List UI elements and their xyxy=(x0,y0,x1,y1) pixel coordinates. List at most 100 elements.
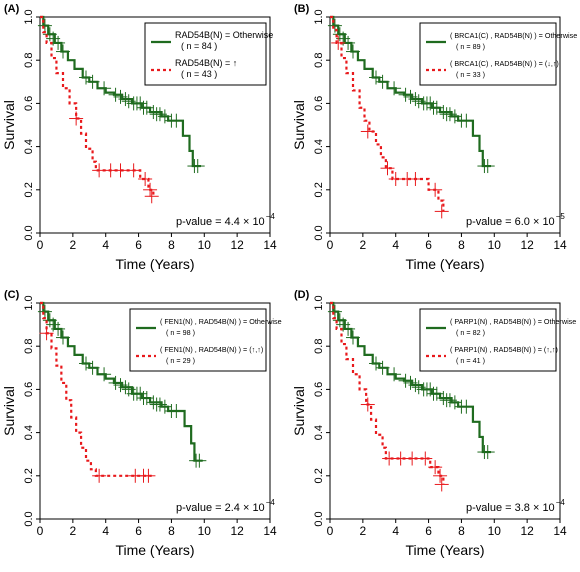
censor-mark xyxy=(327,18,342,33)
x-tick-label: 6 xyxy=(135,238,142,252)
censor-mark xyxy=(118,92,133,107)
x-axis-label: Time (Years) xyxy=(405,542,484,558)
censor-mark xyxy=(480,159,495,174)
legend-n: ( n = 98 ) xyxy=(166,328,195,337)
x-tick-label: 4 xyxy=(102,238,109,252)
p-value-exponent: −4 xyxy=(266,498,276,507)
y-tick-label: 1.0 xyxy=(313,9,325,24)
censor-mark xyxy=(360,124,375,139)
censor-mark xyxy=(92,468,107,483)
km-panel-c: (C) 0 2 4 6 8 10 12 14 0.0 0.2 0.4 0.6 0.8 1.0 Time (Ye… xyxy=(1,289,282,558)
x-tick-label: 14 xyxy=(553,238,567,252)
km-panel-b: (B) 0 2 4 6 8 10 12 14 0.0 0.2 0.4 0.6 0.8 1.0 Time (Ye… xyxy=(291,3,577,272)
y-tick-label: 0.2 xyxy=(23,182,35,197)
y-tick-label: 0.2 xyxy=(23,468,35,483)
censor-mark xyxy=(436,391,451,406)
censor-mark xyxy=(138,172,153,186)
legend-label: RAD54B(N) = ↑ xyxy=(175,58,237,68)
p-value-exponent: −4 xyxy=(556,498,566,507)
legend-label: ( FEN1(N) , RAD54B(N) ) = (↑,↑) xyxy=(160,345,263,354)
censor-mark xyxy=(169,404,184,418)
x-tick-label: 8 xyxy=(458,524,465,538)
x-tick-label: 10 xyxy=(198,238,212,252)
x-tick-label: 10 xyxy=(198,524,212,538)
x-tick-label: 0 xyxy=(327,238,334,252)
y-axis-label: Survival xyxy=(1,100,17,150)
censor-mark xyxy=(169,113,184,128)
panel-label: (D) xyxy=(294,289,310,301)
censor-mark xyxy=(144,189,159,204)
legend-n: ( n = 89 ) xyxy=(456,42,485,51)
censor-mark xyxy=(39,326,54,341)
plot-frame xyxy=(39,16,271,234)
y-axis-label: Survival xyxy=(1,386,17,436)
y-tick-label: 0.8 xyxy=(23,53,35,68)
p-value: p-value = 4.4 × 10 xyxy=(176,216,265,228)
censor-mark xyxy=(85,360,100,375)
x-tick-label: 4 xyxy=(392,524,399,538)
x-tick-label: 0 xyxy=(37,238,44,252)
plot-frame xyxy=(329,302,561,520)
legend-box xyxy=(419,22,557,86)
censor-mark xyxy=(428,182,443,197)
x-tick-label: 12 xyxy=(520,524,534,538)
legend-label: ( BRCA1(C) , RAD54B(N) ) = Otherwise xyxy=(450,31,577,40)
y-tick-label: 0.6 xyxy=(23,96,35,111)
censor-mark xyxy=(51,35,66,50)
y-tick-label: 0.8 xyxy=(313,339,325,354)
censor-mark xyxy=(141,468,156,483)
censor-mark xyxy=(56,44,70,59)
legend-n: ( n = 41 ) xyxy=(456,356,485,365)
x-tick-label: 0 xyxy=(37,524,44,538)
x-tick-label: 2 xyxy=(360,524,367,538)
x-axis-label: Time (Years) xyxy=(405,256,484,272)
censor-mark xyxy=(192,453,207,468)
legend-n: ( n = 29 ) xyxy=(166,356,195,365)
censor-mark xyxy=(56,330,70,345)
panel-label: (B) xyxy=(294,3,310,15)
censor-mark xyxy=(327,304,342,319)
y-tick-label: 0.2 xyxy=(313,182,325,197)
y-tick-label: 0.6 xyxy=(313,96,325,111)
censor-mark xyxy=(408,172,423,186)
y-tick-label: 0.6 xyxy=(313,382,325,397)
plot-frame xyxy=(329,16,561,234)
km-panel-d: (D) 0 2 4 6 8 10 12 14 0.0 0.2 0.4 0.6 0.8 1.0 Time (Ye… xyxy=(291,289,576,558)
y-tick-label: 0.2 xyxy=(313,468,325,483)
legend-box xyxy=(144,22,267,86)
y-tick-label: 0.4 xyxy=(23,139,35,154)
legend-n: ( n = 33 ) xyxy=(456,70,485,79)
y-tick-label: 0.6 xyxy=(23,382,35,397)
censor-mark xyxy=(69,111,84,126)
p-value-exponent: −4 xyxy=(266,212,276,221)
x-axis-label: Time (Years) xyxy=(115,256,194,272)
censor-mark xyxy=(480,445,495,460)
legend-n: ( n = 84 ) xyxy=(181,41,217,51)
censor-mark xyxy=(418,451,433,466)
censor-mark xyxy=(434,204,449,219)
y-axis-label: Survival xyxy=(291,100,307,150)
censor-mark xyxy=(97,81,112,96)
censor-mark xyxy=(37,18,52,33)
censor-mark xyxy=(408,92,423,107)
censor-mark xyxy=(360,397,375,412)
censor-mark xyxy=(113,163,128,178)
censor-mark xyxy=(436,105,451,120)
censor-mark xyxy=(143,182,158,197)
y-tick-label: 0.0 xyxy=(23,225,35,240)
censor-mark xyxy=(433,468,448,483)
censor-mark xyxy=(51,321,66,336)
x-tick-label: 12 xyxy=(230,524,244,538)
p-value: p-value = 6.0 × 10 xyxy=(466,216,555,228)
x-tick-label: 14 xyxy=(263,524,277,538)
censor-mark xyxy=(387,367,402,382)
censor-mark xyxy=(37,304,52,319)
censor-mark xyxy=(346,44,360,59)
x-tick-label: 2 xyxy=(360,238,367,252)
legend-label: ( PARP1(N) , RAD54B(N) ) = Otherwise xyxy=(450,317,576,326)
y-tick-label: 1.0 xyxy=(313,295,325,310)
censor-mark xyxy=(380,161,395,176)
censor-mark xyxy=(428,460,443,475)
censor-mark xyxy=(408,378,423,393)
legend-label: ( PARP1(N) , RAD54B(N) ) = (↑,↑) xyxy=(450,345,558,354)
